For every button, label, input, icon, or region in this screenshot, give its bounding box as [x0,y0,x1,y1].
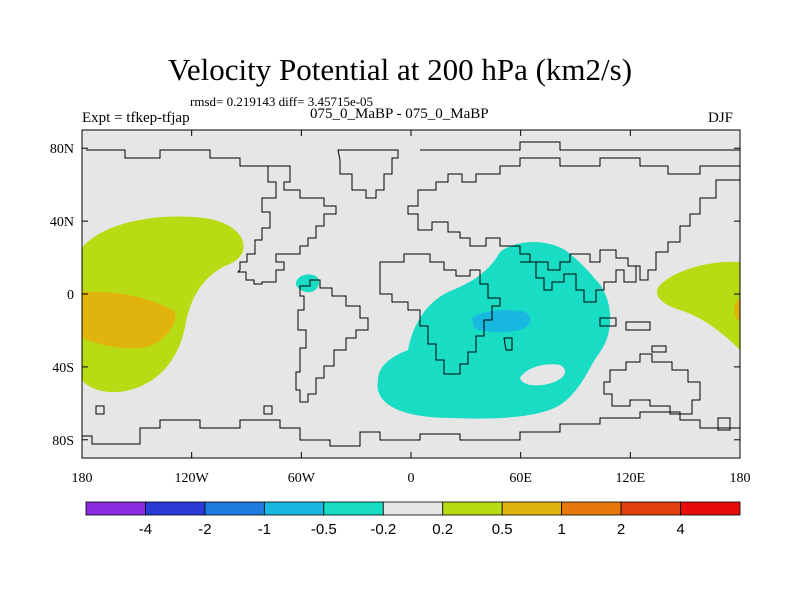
contour-positive-0.2-east [656,261,740,350]
contour-fills [82,216,740,419]
contour-positive-0.5-pacific [82,291,176,349]
x-axis-ticks: 180 120W 60W 0 60E 120E 180 [72,130,751,486]
y-tick-label: 40S [52,361,74,376]
colorbar-label: -4 [139,521,152,538]
coastline-australia [603,353,701,415]
colorbar-swatch [323,501,384,516]
contour-negative-0.2-small [296,274,320,293]
experiment-label: Expt = tfkep-tfjap [82,110,190,126]
coastline-south-america [295,279,369,403]
coastline-north-america [86,149,337,285]
contour-hole [520,364,566,386]
stats-text: rmsd= 0.219143 diff= 3.45715e-05 [190,94,374,109]
coastline-india-asia [520,261,637,303]
colorbar-swatch [145,501,206,516]
x-tick-label: 120W [175,471,210,486]
contour-positive-0.5-east [733,298,740,322]
x-tick-label: 0 [408,471,415,486]
coastline-new-zealand [717,417,731,431]
coastline-eurasia [407,141,740,281]
colorbar-swatch [204,501,265,516]
colorbar-label: -0.5 [311,521,337,538]
y-tick-label: 40N [50,215,74,230]
colorbar-swatch [561,501,622,516]
x-tick-label: 120E [616,471,646,486]
coastline-madagascar [503,337,513,351]
colorbar-label: -0.2 [370,521,396,538]
colorbar-swatch [501,501,563,516]
y-tick-label: 80N [50,142,74,157]
coastline-antarctica [82,411,740,447]
colorbar-label: 0.2 [432,521,453,538]
x-tick-label: 60W [288,471,316,486]
colorbar-swatch [263,501,325,516]
colorbar-swatch [620,501,681,516]
coastline-indonesia [599,317,667,353]
x-tick-label: 180 [730,471,751,486]
colorbar-label: -2 [198,521,211,538]
coastline-pacific-islands [95,405,273,415]
x-tick-label: 180 [72,471,93,486]
experiment-subtitle: 075_0_MaBP - 075_0_MaBP [310,106,489,122]
coastline-africa [379,253,501,375]
y-axis-ticks: 80N 40N 0 40S 80S [50,142,740,449]
colorbar-label: -1 [258,521,271,538]
y-tick-label: 0 [67,288,74,303]
contour-positive-0.2-pacific [82,216,244,393]
colorbar-label: 0.5 [492,521,513,538]
colorbar-swatch [680,501,741,516]
colorbar: -4 -2 -1 -0.5 -0.2 0.2 0.5 1 2 4 [85,501,741,538]
colorbar-label: 1 [557,521,565,538]
contour-negative-0.5-core [472,310,531,333]
colorbar-swatch [382,501,444,516]
coastline-greenland [337,149,399,199]
colorbar-label: 2 [617,521,625,538]
colorbar-swatch [85,501,146,516]
x-tick-label: 60E [509,471,532,486]
colorbar-swatch [442,501,503,516]
chart-title: Velocity Potential at 200 hPa (km2/s) [167,52,633,87]
season-label: DJF [708,110,734,126]
y-tick-label: 80S [52,434,74,449]
coastlines [82,141,740,447]
colorbar-label: 4 [676,521,684,538]
